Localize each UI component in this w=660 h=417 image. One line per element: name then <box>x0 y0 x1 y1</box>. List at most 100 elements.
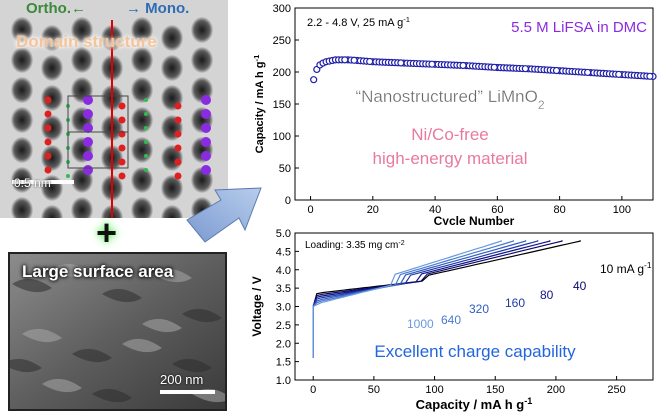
charge-curve <box>312 240 527 358</box>
y-tick-label: 50 <box>279 163 291 175</box>
atom-marker <box>174 116 182 124</box>
data-point <box>646 72 654 80</box>
sem-flake <box>10 358 42 373</box>
data-point <box>584 68 592 77</box>
charge-curve <box>312 240 539 358</box>
lattice-blob <box>131 107 153 133</box>
atom-marker <box>83 151 93 161</box>
lattice-blob <box>11 47 33 73</box>
mono-label: → Mono. <box>126 0 190 17</box>
data-point <box>366 57 374 66</box>
atom-marker <box>83 109 93 119</box>
atom-marker <box>201 109 211 119</box>
charge-curve <box>312 240 581 358</box>
atom-marker <box>144 168 148 172</box>
sem-flake <box>12 278 52 293</box>
y-tick-label: 0 <box>285 195 291 207</box>
y-axis-label: Capacity / mA h g-1 <box>252 54 267 153</box>
data-point <box>350 56 358 64</box>
atom-marker <box>118 158 126 166</box>
y-tick-label: 150 <box>273 99 291 111</box>
rate-label-80: 80 <box>540 288 554 302</box>
sem-flake <box>52 263 92 278</box>
y-tick-label: 200 <box>273 67 291 79</box>
atom-marker <box>144 112 148 116</box>
atom-marker <box>174 102 182 110</box>
atom-marker <box>201 137 211 147</box>
material-pink-line1: Ni/Co-free <box>411 125 488 144</box>
y-tick-label: 4.5 <box>276 246 291 258</box>
data-point <box>521 65 529 73</box>
x-tick-label: 80 <box>553 204 565 216</box>
lattice-blob <box>11 107 33 133</box>
atom-marker <box>201 165 211 175</box>
lattice-blob <box>71 47 93 73</box>
atom-marker <box>83 123 93 133</box>
atom-marker <box>144 154 148 158</box>
atom-marker <box>83 137 93 147</box>
y-tick-label: 3.0 <box>276 302 291 314</box>
sem-flake <box>152 268 192 283</box>
rate-label-1000: 1000 <box>407 317 434 331</box>
y-tick-label: 1.5 <box>276 357 291 369</box>
sem-flake <box>42 378 82 393</box>
rate-label-640: 640 <box>441 313 461 327</box>
lattice-blob <box>11 197 33 223</box>
atom-marker <box>44 152 52 160</box>
lattice-blob <box>191 47 213 73</box>
domain-structure-title: Domain structure <box>16 32 157 51</box>
atom-marker <box>174 144 182 152</box>
lattice-blob <box>131 17 153 43</box>
x-tick-label: 40 <box>429 204 441 216</box>
atom-marker <box>118 116 126 124</box>
y-tick-label: 100 <box>273 131 291 143</box>
x-tick-label: 0 <box>310 384 316 396</box>
x-tick-label: 20 <box>367 204 379 216</box>
lattice-blob <box>161 175 183 201</box>
arrow-icon <box>186 187 262 243</box>
atom-marker <box>144 126 148 130</box>
data-point <box>552 66 561 75</box>
conditions-text: 2.2 - 4.8 V, 25 mA g-1 <box>307 15 410 30</box>
atom-marker <box>201 123 211 133</box>
sem-image <box>10 254 225 409</box>
y-tick-label: 5.0 <box>276 228 291 240</box>
y-tick-label: 300 <box>273 3 291 15</box>
data-point <box>341 56 349 64</box>
lattice-blob <box>41 55 63 81</box>
domain-structure-image <box>0 0 228 231</box>
x-tick-label: 0 <box>308 204 314 216</box>
scale-bar-top-label: 0.5 nm <box>14 176 51 190</box>
lattice-blob <box>161 25 183 51</box>
lattice-blob <box>11 137 33 163</box>
sem-flake <box>92 388 132 403</box>
atom-marker <box>44 166 52 174</box>
x-axis-label: Capacity / mA h g-1 <box>416 396 533 412</box>
loading-text: Loading: 3.35 mg cm-2 <box>305 240 405 252</box>
charge-capability-caption: Excellent charge capability <box>374 342 576 361</box>
rate-label-320: 320 <box>469 302 489 316</box>
charge-curve <box>312 240 502 358</box>
rate-label-160: 160 <box>505 296 525 310</box>
lattice-blob <box>71 197 93 223</box>
material-pink-line2: high-energy material <box>373 149 528 168</box>
plus-sign: + <box>96 212 118 253</box>
y-tick-label: 3.5 <box>276 283 291 295</box>
data-point <box>428 60 436 68</box>
sem-flake <box>22 328 62 343</box>
lattice-blob <box>41 25 63 51</box>
charge-curve <box>312 240 514 358</box>
cycle-capacity-chart: 0 50 100 150 200 250 300 0 20 40 60 80 100 Cycle Numb… <box>252 3 657 225</box>
lattice-blob <box>131 77 153 103</box>
sem-flake <box>72 348 112 363</box>
y-axis-label: Voltage / V <box>250 276 264 336</box>
x-tick-label: 100 <box>613 204 631 216</box>
atom-marker <box>144 98 148 102</box>
data-point <box>310 76 318 84</box>
plot-frame <box>294 232 654 381</box>
x-tick-label: 150 <box>486 384 504 396</box>
sem-flake <box>102 288 142 303</box>
sem-panel <box>8 252 227 411</box>
atom-marker <box>44 138 52 146</box>
scale-bar-bottom-label: 200 nm <box>160 372 204 387</box>
